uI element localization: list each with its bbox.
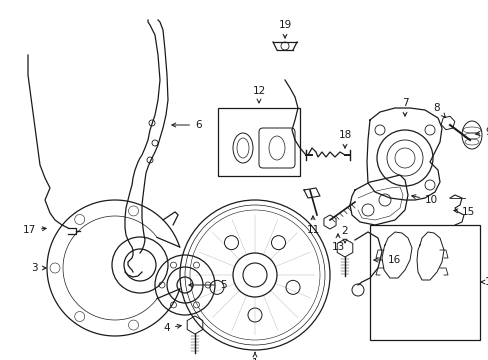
Bar [218, 108, 299, 176]
Text: 10: 10 [411, 195, 437, 205]
Text: 2: 2 [341, 226, 347, 243]
Text: 8: 8 [432, 103, 445, 117]
Text: 9: 9 [475, 127, 488, 137]
Text: 19: 19 [278, 20, 291, 38]
Text: 13: 13 [331, 234, 344, 252]
Text: 16: 16 [373, 255, 401, 265]
Text: 14: 14 [480, 277, 488, 287]
Text: 11: 11 [306, 216, 319, 235]
Text: 7: 7 [401, 98, 407, 116]
Text: 12: 12 [252, 86, 265, 103]
Text: 17: 17 [23, 225, 46, 235]
Text: 1: 1 [251, 352, 258, 360]
Text: 3: 3 [31, 263, 46, 273]
Text: 15: 15 [453, 207, 474, 217]
Text: 6: 6 [171, 120, 201, 130]
Text: 18: 18 [338, 130, 351, 148]
Text: 4: 4 [163, 323, 181, 333]
Bar [369, 225, 479, 340]
Text: 5: 5 [188, 280, 226, 290]
